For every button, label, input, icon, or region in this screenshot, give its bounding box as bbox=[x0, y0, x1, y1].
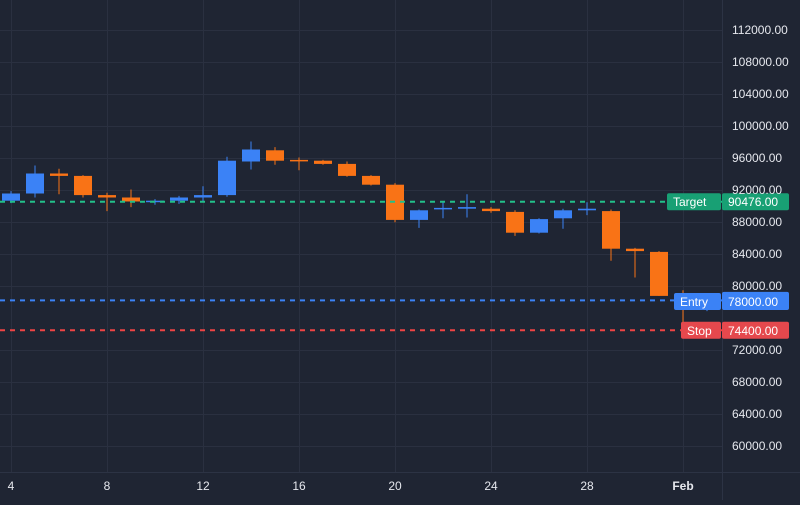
entry-name-tag bbox=[674, 293, 721, 310]
y-tick-label: 64000.00 bbox=[732, 407, 782, 421]
stop-name-tag bbox=[681, 321, 721, 339]
candle-body-down[interactable] bbox=[290, 159, 308, 162]
x-tick-label: 28 bbox=[580, 479, 594, 493]
candle-body-up[interactable] bbox=[434, 207, 452, 210]
candle-body-up[interactable] bbox=[458, 207, 476, 209]
y-tick-label: 100000.00 bbox=[732, 119, 789, 133]
candle-body-up[interactable] bbox=[530, 219, 548, 233]
y-tick-label: 112000.00 bbox=[732, 23, 788, 37]
y-tick-label: 88000.00 bbox=[732, 215, 782, 229]
y-tick-label: 72000.00 bbox=[732, 343, 782, 357]
target-name-label: Target bbox=[673, 195, 707, 209]
candle-body-down[interactable] bbox=[506, 211, 524, 233]
candle-body-down[interactable] bbox=[626, 248, 644, 252]
candle-body-up[interactable] bbox=[554, 210, 572, 219]
x-tick-label: 12 bbox=[196, 479, 210, 493]
target-price-badge bbox=[722, 193, 789, 211]
target-price-label: 90476.00 bbox=[728, 195, 778, 209]
candle-body-up[interactable] bbox=[410, 210, 428, 220]
candle-body-down[interactable] bbox=[50, 173, 68, 176]
stop-name-label: Stop bbox=[687, 324, 712, 338]
target-name-tag bbox=[667, 193, 721, 211]
candle-body-up[interactable] bbox=[194, 195, 212, 198]
candle-body-up[interactable] bbox=[170, 197, 188, 201]
candle-body-down[interactable] bbox=[650, 251, 668, 296]
x-tick-label: 20 bbox=[388, 479, 402, 493]
candle-body-down[interactable] bbox=[74, 175, 92, 196]
candle-body-up[interactable] bbox=[242, 149, 260, 162]
x-tick-label: 24 bbox=[484, 479, 498, 493]
y-tick-label: 68000.00 bbox=[732, 375, 782, 389]
y-tick-label: 80000.00 bbox=[732, 279, 782, 293]
y-tick-label: 108000.00 bbox=[732, 55, 789, 69]
y-tick-label: 92000.00 bbox=[732, 183, 782, 197]
candle-body-down[interactable] bbox=[602, 211, 620, 249]
candle-body-down[interactable] bbox=[362, 175, 380, 185]
entry-name-label: Entry bbox=[680, 295, 708, 309]
entry-price-label: 78000.00 bbox=[728, 295, 778, 309]
x-tick-label: Feb bbox=[672, 479, 693, 493]
y-tick-label: 96000.00 bbox=[732, 151, 782, 165]
x-tick-label: 16 bbox=[292, 479, 306, 493]
stop-price-label: 74400.00 bbox=[728, 324, 778, 338]
y-tick-label: 84000.00 bbox=[732, 247, 782, 261]
candle-body-down[interactable] bbox=[98, 195, 116, 198]
candle-body-down[interactable] bbox=[122, 197, 140, 202]
candle-body-down[interactable] bbox=[338, 163, 356, 176]
candle-body-down[interactable] bbox=[314, 160, 332, 164]
candle-body-up[interactable] bbox=[218, 160, 236, 196]
y-tick-label: 60000.00 bbox=[732, 439, 782, 453]
candle-body-down[interactable] bbox=[482, 208, 500, 212]
x-tick-label: 4 bbox=[8, 479, 15, 493]
x-tick-label: 8 bbox=[104, 479, 111, 493]
candle-body-up[interactable] bbox=[578, 208, 596, 211]
stop-price-badge bbox=[722, 321, 789, 339]
y-tick-label: 104000.00 bbox=[732, 87, 789, 101]
candle-body-up[interactable] bbox=[2, 193, 20, 201]
candle-body-up[interactable] bbox=[26, 173, 44, 194]
candle-body-down[interactable] bbox=[266, 150, 284, 161]
entry-price-badge bbox=[722, 293, 789, 310]
